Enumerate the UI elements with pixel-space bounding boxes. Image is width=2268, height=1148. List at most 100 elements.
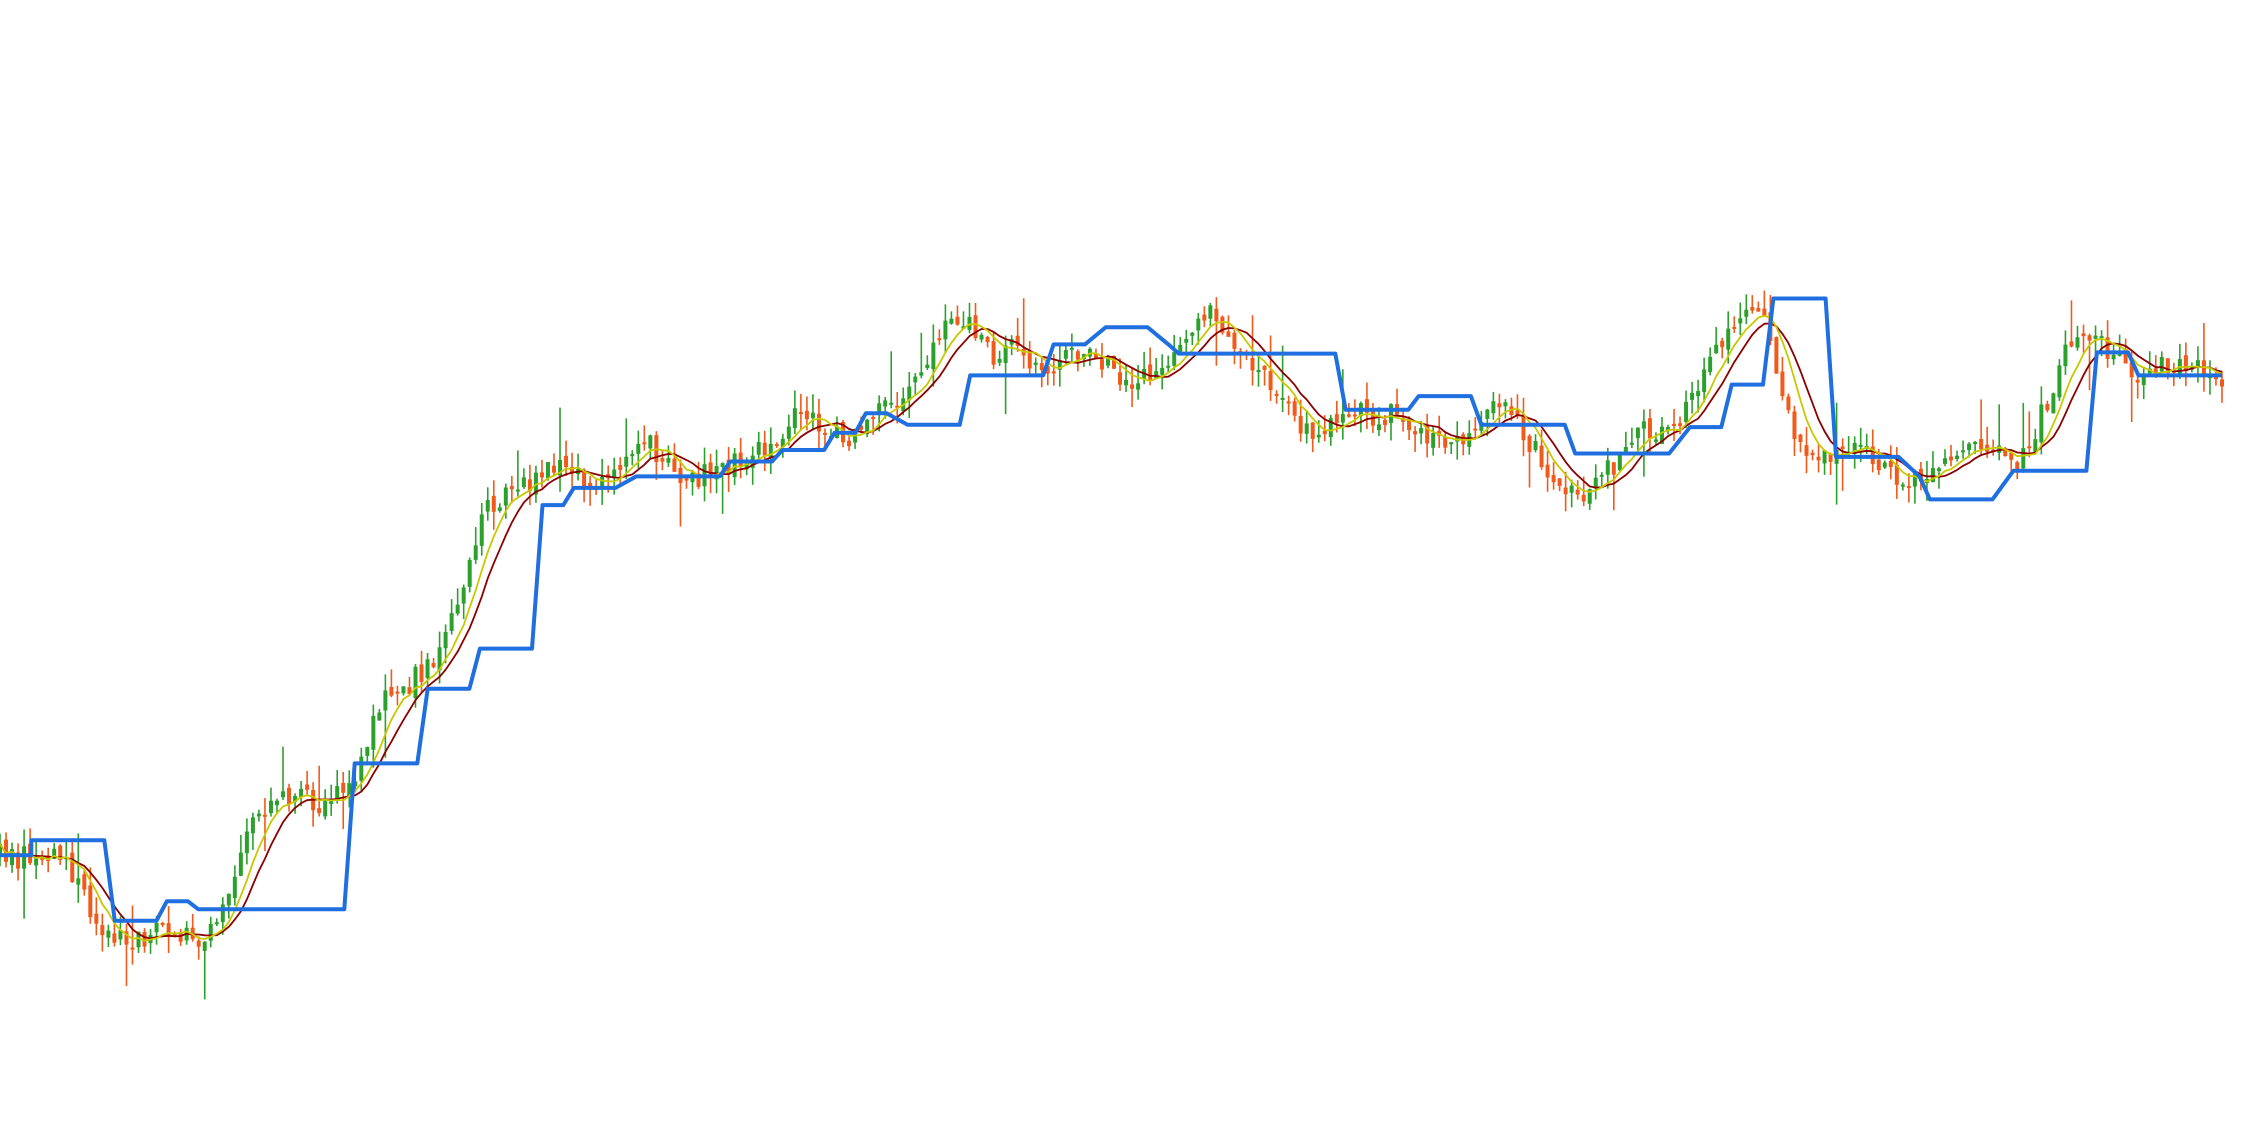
candle-down — [1250, 357, 1255, 371]
candle-up — [461, 587, 466, 604]
candle-down — [696, 473, 701, 487]
candle-down — [1473, 428, 1478, 431]
candle-down — [112, 933, 117, 943]
candle-up — [1503, 402, 1508, 407]
candle-down — [1647, 418, 1652, 439]
candle-down — [816, 413, 821, 432]
candle-down — [1798, 434, 1803, 443]
candle-down — [1292, 401, 1297, 416]
candle-down — [1118, 372, 1123, 385]
candle-up — [293, 795, 298, 802]
candle-up — [1057, 360, 1062, 370]
candle-down — [1226, 331, 1231, 337]
candle-down — [1334, 414, 1339, 423]
candle-up — [515, 489, 520, 492]
candle-down — [178, 933, 183, 942]
candle-down — [1045, 366, 1050, 374]
candle-down — [2105, 337, 2110, 359]
candle-down — [985, 336, 990, 343]
candle-up — [1882, 462, 1887, 468]
candle-up — [1449, 442, 1454, 445]
candle-down — [1322, 430, 1327, 435]
candle-down — [762, 442, 767, 456]
candle-up — [2033, 439, 2038, 452]
candle-down — [407, 687, 412, 694]
candle-up — [889, 402, 894, 405]
candle-up — [1629, 442, 1634, 445]
candle-down — [317, 808, 322, 814]
candle-down — [2123, 349, 2128, 364]
candle-down — [738, 452, 743, 466]
candle-down — [1979, 438, 1984, 450]
candle-up — [997, 358, 1002, 363]
candle-down — [1521, 414, 1526, 441]
candle-up — [786, 426, 791, 439]
candle-down — [1352, 414, 1357, 417]
candle-up — [1166, 365, 1171, 368]
candle-down — [1099, 359, 1104, 370]
candle-up — [521, 477, 526, 488]
candle-down — [1148, 364, 1153, 380]
candle-up — [648, 435, 653, 449]
candle-up — [1569, 485, 1574, 493]
candle-up — [2063, 344, 2068, 367]
candle-down — [1093, 352, 1098, 359]
candle-up — [274, 800, 279, 806]
candle-down — [1382, 419, 1387, 426]
candle-up — [1136, 383, 1141, 390]
candle-up — [1967, 443, 1972, 451]
candle-up — [154, 922, 159, 933]
candle-down — [859, 425, 864, 430]
candle-down — [491, 495, 496, 512]
candle-up — [1196, 318, 1201, 331]
candle-up — [1936, 468, 1941, 472]
candle-up — [256, 813, 261, 817]
candle-down — [1425, 425, 1430, 444]
candle-up — [1961, 450, 1966, 453]
candle-up — [2099, 336, 2104, 339]
candle-down — [804, 410, 809, 420]
candle-up — [1858, 444, 1863, 447]
candle-up — [1623, 447, 1628, 453]
candle-down — [1906, 485, 1911, 488]
candle-down — [419, 664, 424, 682]
candle-up — [1641, 421, 1646, 429]
candle-down — [822, 432, 827, 435]
candle-up — [1973, 441, 1978, 445]
candle-down — [847, 440, 852, 447]
candle-down — [1888, 460, 1893, 468]
candle-up — [1684, 401, 1689, 423]
candle-up — [1852, 442, 1857, 452]
candle-down — [287, 787, 292, 805]
candle-up — [1431, 433, 1436, 448]
candle-up — [1726, 328, 1731, 350]
candle-down — [1756, 307, 1761, 312]
candle-down — [2153, 368, 2158, 373]
candle-down — [1732, 326, 1737, 329]
candle-up — [943, 320, 948, 340]
candle-down — [1551, 475, 1556, 483]
candle-up — [2075, 337, 2080, 348]
candle-up — [1738, 318, 1743, 324]
candle-down — [2045, 403, 2050, 411]
candle-down — [16, 852, 21, 869]
candle-down — [551, 465, 556, 473]
candle-up — [883, 400, 888, 407]
candle-up — [401, 686, 406, 694]
candle-down — [1545, 464, 1550, 478]
candle-up — [624, 456, 629, 467]
candle-down — [341, 782, 346, 793]
candle-up — [1491, 401, 1496, 414]
candle-up — [949, 318, 954, 324]
candle-up — [299, 788, 304, 798]
candle-down — [100, 925, 105, 936]
candle-down — [2015, 462, 2020, 473]
candle-up — [1617, 455, 1622, 471]
candle-down — [1894, 464, 1899, 485]
candle-up — [1069, 347, 1074, 350]
candle-down — [1262, 365, 1267, 370]
candle-up — [34, 858, 39, 866]
candle-down — [94, 913, 99, 924]
candle-down — [1202, 314, 1207, 321]
candle-up — [437, 647, 442, 671]
